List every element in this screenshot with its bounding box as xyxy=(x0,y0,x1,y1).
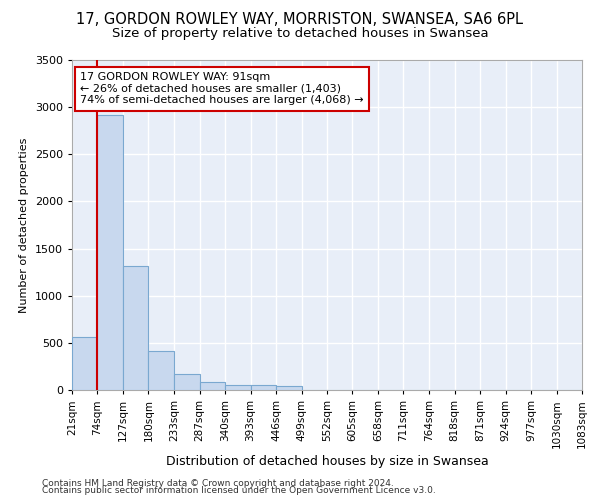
Text: Contains HM Land Registry data © Crown copyright and database right 2024.: Contains HM Land Registry data © Crown c… xyxy=(42,478,394,488)
Y-axis label: Number of detached properties: Number of detached properties xyxy=(19,138,29,312)
Text: Contains public sector information licensed under the Open Government Licence v3: Contains public sector information licen… xyxy=(42,486,436,495)
Bar xyxy=(225,385,251,390)
Bar xyxy=(123,266,148,390)
Text: 17 GORDON ROWLEY WAY: 91sqm
← 26% of detached houses are smaller (1,403)
74% of : 17 GORDON ROWLEY WAY: 91sqm ← 26% of det… xyxy=(80,72,364,106)
Bar xyxy=(97,114,123,390)
Text: 17, GORDON ROWLEY WAY, MORRISTON, SWANSEA, SA6 6PL: 17, GORDON ROWLEY WAY, MORRISTON, SWANSE… xyxy=(77,12,523,28)
Bar xyxy=(251,386,276,390)
Text: Size of property relative to detached houses in Swansea: Size of property relative to detached ho… xyxy=(112,28,488,40)
Bar xyxy=(200,382,225,390)
X-axis label: Distribution of detached houses by size in Swansea: Distribution of detached houses by size … xyxy=(166,454,488,468)
Bar xyxy=(72,337,97,390)
Bar xyxy=(174,374,200,390)
Bar xyxy=(148,352,174,390)
Bar xyxy=(276,386,302,390)
